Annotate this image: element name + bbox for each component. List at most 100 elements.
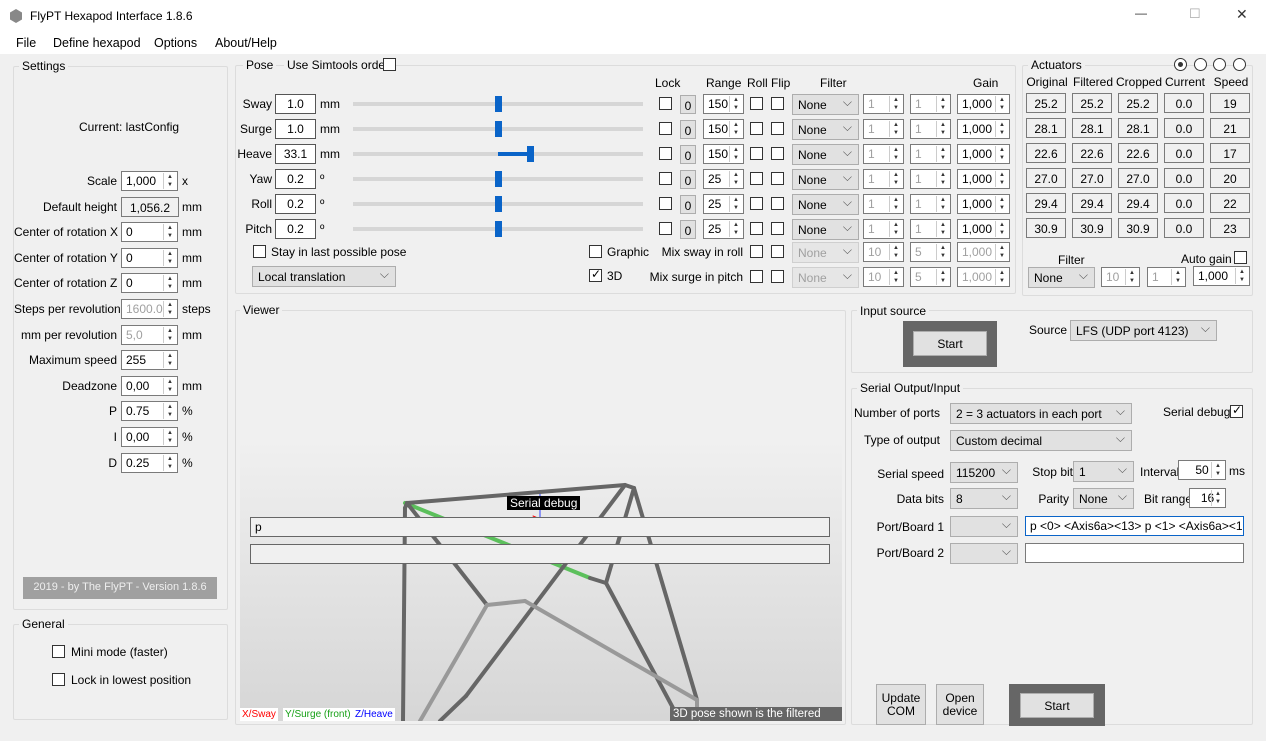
spinner-arrows-icon[interactable]: ▲ ▼ [889, 244, 902, 260]
spinner-arrows-icon[interactable]: ▲ ▼ [889, 146, 902, 162]
pose-value-input[interactable]: 0.2 [275, 194, 316, 214]
setting-input[interactable]: 0 ▲ ▼ [121, 247, 178, 268]
lock-zero-button[interactable]: 0 [680, 195, 696, 214]
filter-select[interactable]: None [792, 219, 859, 240]
actuator-gain-input[interactable]: 1,000 ▲ ▼ [1193, 266, 1250, 286]
pose-slider-thumb[interactable] [495, 196, 502, 212]
roll-checkbox[interactable] [750, 197, 763, 210]
spinner-arrows-icon[interactable]: ▲ ▼ [995, 269, 1008, 285]
spinner-arrows-icon[interactable]: ▲ ▼ [995, 146, 1008, 162]
lock-zero-button[interactable]: 0 [680, 145, 696, 164]
spinner-arrows-icon[interactable]: ▲ ▼ [163, 224, 176, 241]
spinner-arrows-icon[interactable]: ▲ ▼ [729, 171, 742, 187]
gain-input[interactable]: 1,000 ▲ ▼ [957, 94, 1010, 114]
spinner-arrows-icon[interactable]: ▲ ▼ [889, 221, 902, 237]
range-input[interactable]: 25 ▲ ▼ [703, 219, 744, 239]
spinner-arrows-icon[interactable]: ▲ ▼ [889, 196, 902, 212]
serial-debug-checkbox[interactable] [1230, 403, 1243, 418]
range-input[interactable]: 150 ▲ ▼ [703, 144, 744, 164]
spinner-arrows-icon[interactable]: ▲ ▼ [729, 121, 742, 137]
spinner-arrows-icon[interactable]: ▲ ▼ [995, 96, 1008, 112]
spinner-arrows-icon[interactable]: ▲ ▼ [936, 196, 949, 212]
spinner-arrows-icon[interactable]: ▲ ▼ [936, 171, 949, 187]
spinner-arrows-icon[interactable]: ▲ ▼ [729, 221, 742, 237]
parity-select[interactable]: None [1073, 488, 1134, 509]
3d-viewport[interactable]: Serial debug p X/Sway Y/Surge (front) Z/… [240, 318, 842, 721]
menu-file[interactable]: File [16, 36, 37, 50]
lock-zero-button[interactable]: 0 [680, 120, 696, 139]
setting-input[interactable]: 0 ▲ ▼ [121, 222, 178, 243]
spinner-arrows-icon[interactable]: ▲ ▼ [995, 244, 1008, 260]
pose-value-input[interactable]: 1.0 [275, 119, 316, 139]
spinner-arrows-icon[interactable]: ▲ ▼ [163, 301, 176, 317]
graphic-checkbox[interactable] [589, 245, 602, 258]
port1-format-input[interactable]: p <0> <Axis6a><13> p <1> <Axis6a><13> [1025, 516, 1244, 536]
spinner-arrows-icon[interactable]: ▲ ▼ [995, 196, 1008, 212]
roll-checkbox[interactable] [750, 222, 763, 235]
spinner-arrows-icon[interactable]: ▲ ▼ [163, 454, 176, 471]
serial-speed-select[interactable]: 115200 [950, 462, 1018, 483]
bit-range-input[interactable]: 16 ▲ ▼ [1189, 488, 1226, 508]
minimize-button[interactable]: — [1135, 6, 1147, 20]
port1-select[interactable] [950, 516, 1018, 537]
flip-checkbox[interactable] [771, 222, 784, 235]
spinner-arrows-icon[interactable]: ▲ ▼ [936, 244, 949, 260]
pose-value-input[interactable]: 33.1 [275, 144, 316, 164]
ports-select[interactable]: 2 = 3 actuators in each port [950, 403, 1132, 424]
spinner-arrows-icon[interactable]: ▲ ▼ [163, 352, 176, 369]
filter-select[interactable]: None [792, 144, 859, 165]
range-input[interactable]: 25 ▲ ▼ [703, 194, 744, 214]
setting-input[interactable]: 1,000 ▲ ▼ [121, 171, 178, 191]
spinner-arrows-icon[interactable]: ▲ ▼ [163, 377, 176, 394]
lock-lowest-checkbox[interactable] [52, 673, 65, 686]
filter-select[interactable]: None [792, 194, 859, 215]
lock-checkbox[interactable] [659, 122, 672, 135]
output-type-select[interactable]: Custom decimal [950, 430, 1132, 451]
setting-input[interactable]: 0.25 ▲ ▼ [121, 452, 178, 473]
lock-zero-button[interactable]: 0 [680, 220, 696, 239]
lock-checkbox[interactable] [659, 172, 672, 185]
setting-input[interactable]: 255 ▲ ▼ [121, 350, 178, 371]
setting-input[interactable]: 0 ▲ ▼ [121, 273, 178, 294]
lock-zero-button[interactable]: 0 [680, 170, 696, 189]
spinner-arrows-icon[interactable]: ▲ ▼ [936, 146, 949, 162]
roll-checkbox[interactable] [750, 172, 763, 185]
open-device-button[interactable]: Open device [936, 684, 984, 725]
setting-input[interactable]: 0,00 ▲ ▼ [121, 427, 178, 447]
spinner-arrows-icon[interactable]: ▲ ▼ [889, 171, 902, 187]
lock-checkbox[interactable] [659, 222, 672, 235]
spinner-arrows-icon[interactable]: ▲ ▼ [936, 96, 949, 112]
spinner-arrows-icon[interactable]: ▲ ▼ [163, 326, 176, 343]
lock-checkbox[interactable] [659, 97, 672, 110]
pose-slider-thumb[interactable] [495, 221, 502, 237]
range-input[interactable]: 150 ▲ ▼ [703, 94, 744, 114]
spinner-arrows-icon[interactable]: ▲ ▼ [729, 196, 742, 212]
mix-flip-checkbox[interactable] [771, 245, 784, 258]
serial-start-button[interactable]: Start [1020, 693, 1094, 718]
flip-checkbox[interactable] [771, 122, 784, 135]
auto-gain-checkbox[interactable] [1234, 251, 1247, 264]
menu-about-help[interactable]: About/Help [215, 36, 277, 50]
setting-input[interactable]: 0.75 ▲ ▼ [121, 401, 178, 422]
pose-slider-thumb[interactable] [495, 96, 502, 112]
actuator-view-radio-2[interactable] [1194, 58, 1207, 71]
actuator-filter-select[interactable]: None [1028, 267, 1095, 288]
pose-slider-thumb[interactable] [526, 146, 534, 162]
spinner-arrows-icon[interactable]: ▲ ▼ [995, 121, 1008, 137]
gain-input[interactable]: 1,000 ▲ ▼ [957, 169, 1010, 189]
gain-input[interactable]: 1,000 ▲ ▼ [957, 194, 1010, 214]
lock-zero-button[interactable]: 0 [680, 95, 696, 114]
flip-checkbox[interactable] [771, 172, 784, 185]
mix-roll-checkbox[interactable] [750, 245, 763, 258]
pose-value-input[interactable]: 0.2 [275, 219, 316, 239]
spinner-arrows-icon[interactable]: ▲ ▼ [163, 173, 176, 189]
flip-checkbox[interactable] [771, 147, 784, 160]
roll-checkbox[interactable] [750, 147, 763, 160]
spinner-arrows-icon[interactable]: ▲ ▼ [936, 269, 949, 285]
pose-slider-thumb[interactable] [495, 171, 502, 187]
source-select[interactable]: LFS (UDP port 4123) [1070, 320, 1217, 341]
spinner-arrows-icon[interactable]: ▲ ▼ [995, 221, 1008, 237]
filter-select[interactable]: None [792, 119, 859, 140]
spinner-arrows-icon[interactable]: ▲ ▼ [163, 403, 176, 420]
spinner-arrows-icon[interactable]: ▲ ▼ [889, 269, 902, 285]
